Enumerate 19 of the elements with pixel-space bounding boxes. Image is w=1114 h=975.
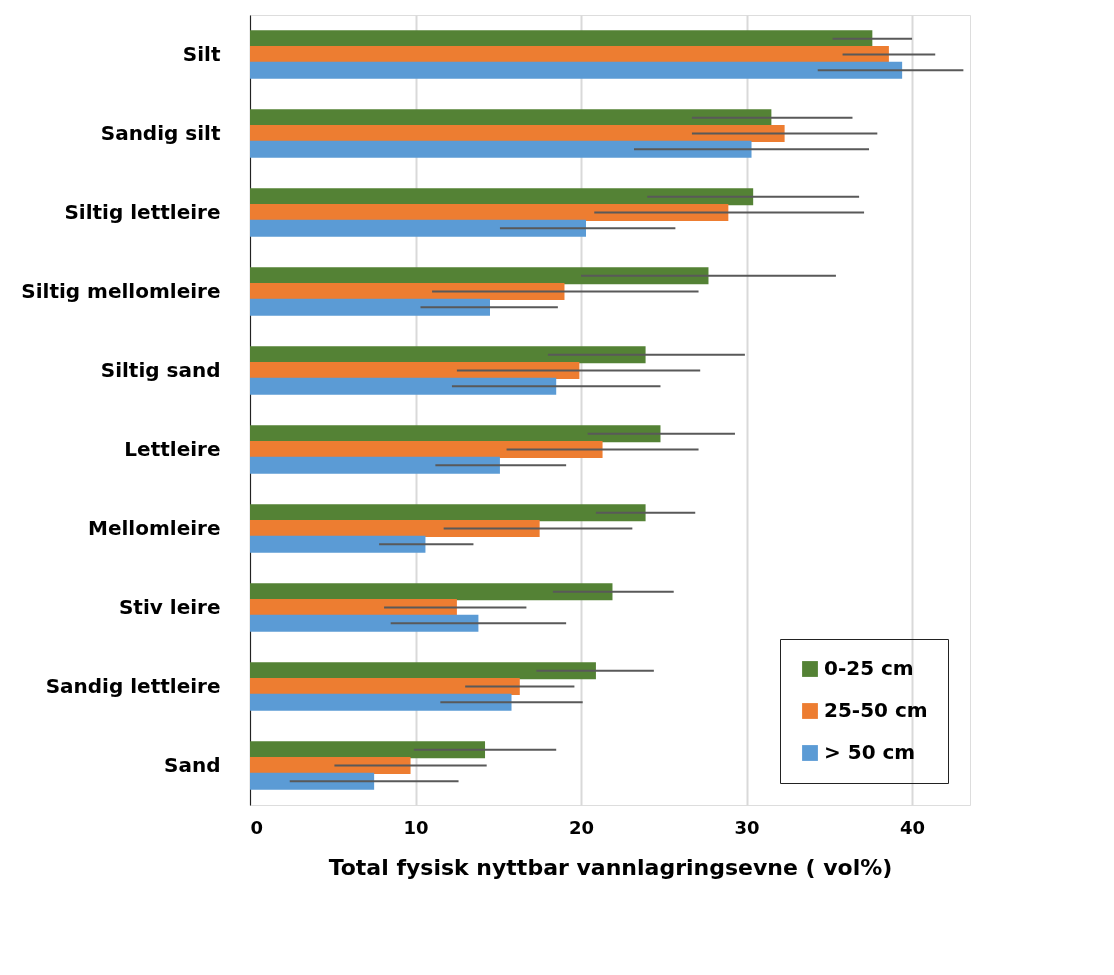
y-tick-label: Sandig silt — [100, 120, 221, 145]
legend-label: 0-25 cm — [824, 656, 914, 680]
x-tick-label: 30 — [734, 816, 760, 838]
x-tick-label: 0 — [250, 816, 264, 838]
x-tick-label: 20 — [569, 816, 595, 838]
legend-label: 25-50 cm — [824, 698, 928, 722]
y-tick-label: Siltig mellomleire — [21, 278, 221, 303]
legend-label: > 50 cm — [824, 740, 916, 764]
y-tick-label: Mellomleire — [88, 515, 221, 540]
y-tick-label: Siltig sand — [100, 357, 221, 382]
y-tick-label: Stiv leire — [118, 594, 221, 619]
y-tick-label: Sandig lettleire — [45, 673, 221, 698]
y-tick-label: Sand — [164, 752, 221, 777]
y-tick-label: Silt — [182, 41, 221, 66]
x-axis-title: Total fysisk nyttbar vannlagringsevne ( vol%) — [328, 854, 893, 880]
y-tick-label: Siltig lettleire — [64, 199, 221, 224]
x-tick-label: 10 — [403, 816, 429, 838]
x-tick-label: 40 — [900, 816, 926, 838]
y-tick-label: Lettleire — [124, 436, 221, 461]
